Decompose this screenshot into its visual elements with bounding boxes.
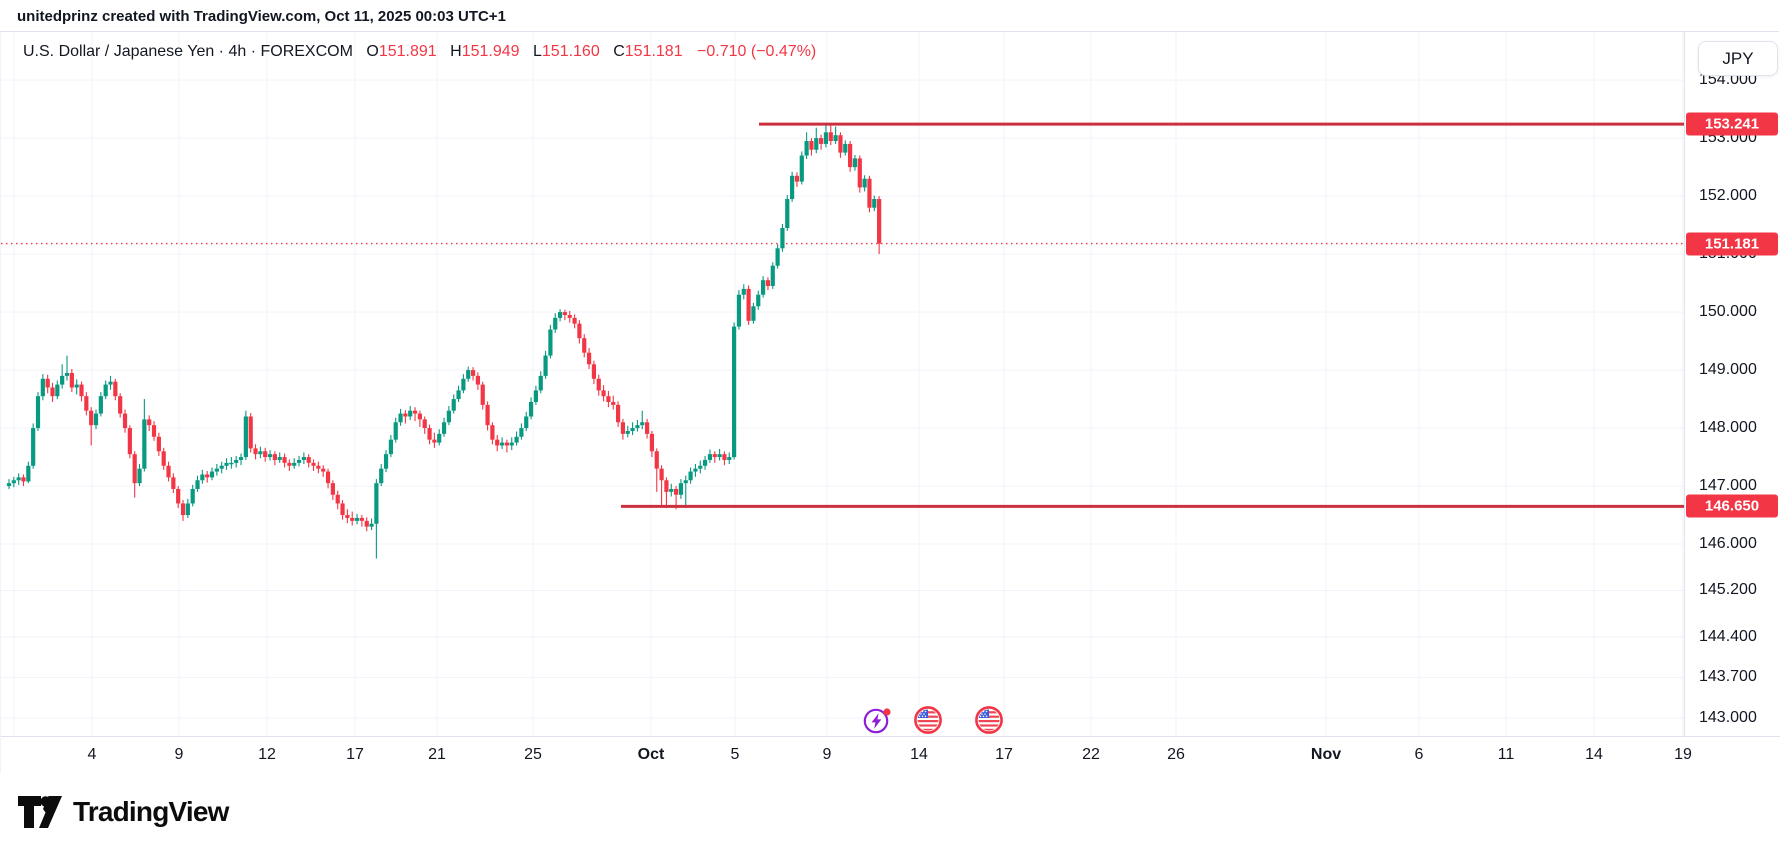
lightning-event-icon[interactable] xyxy=(862,705,892,735)
symbol-title: U.S. Dollar / Japanese Yen · 4h · FOREXC… xyxy=(23,43,353,60)
change-value: −0.710 (−0.47%) xyxy=(697,43,817,60)
time-axis-label: 14 xyxy=(1585,746,1603,763)
price-axis[interactable]: 154.000153.000152.000151.000150.000149.0… xyxy=(1684,32,1780,736)
price-axis-label: 143.000 xyxy=(1699,709,1757,727)
us-flag-event-icon[interactable] xyxy=(913,705,943,735)
time-axis-label: 17 xyxy=(995,746,1013,763)
time-axis-label: 12 xyxy=(258,746,276,763)
time-axis[interactable]: 4 9 12 17 21 25 Oct 5 9 14 17 22 26 Nov 6 11 14 19 xyxy=(1,736,1780,773)
time-axis-label: 4 xyxy=(87,746,97,763)
time-axis-label: 26 xyxy=(1167,746,1185,763)
price-axis-label: 147.000 xyxy=(1699,477,1757,495)
high-value: 151.949 xyxy=(461,43,520,60)
time-axis-label: 21 xyxy=(428,746,446,763)
currency-button[interactable]: JPY xyxy=(1698,41,1778,76)
high-label: H xyxy=(450,43,462,60)
close-label: C xyxy=(613,43,625,60)
price-line-label: 153.241 xyxy=(1686,112,1778,136)
time-axis-label: 17 xyxy=(346,746,364,763)
price-axis-label: 146.000 xyxy=(1699,535,1757,553)
time-axis-label: 9 xyxy=(822,746,832,763)
time-axis-label: 25 xyxy=(524,746,542,763)
low-label: L xyxy=(532,43,542,60)
close-value: 151.181 xyxy=(624,43,683,60)
candlestick-plot[interactable] xyxy=(1,32,1684,773)
tradingview-logo-icon xyxy=(18,796,62,828)
price-line-label: 146.650 xyxy=(1686,494,1778,518)
open-label: O xyxy=(366,43,379,60)
low-value: 151.160 xyxy=(541,43,600,60)
price-axis-label: 149.000 xyxy=(1699,361,1757,379)
time-axis-label: 19 xyxy=(1674,746,1692,763)
time-axis-label: 22 xyxy=(1082,746,1100,763)
price-axis-label: 144.400 xyxy=(1699,627,1757,645)
us-flag-event-icon[interactable] xyxy=(974,705,1004,735)
price-line-label: 151.181 xyxy=(1686,232,1778,256)
time-axis-label: Nov xyxy=(1310,746,1342,763)
price-axis-label: 145.200 xyxy=(1699,581,1757,599)
tradingview-logo[interactable]: TradingView xyxy=(17,795,229,829)
time-axis-label: Oct xyxy=(637,746,665,763)
price-axis-label: 148.000 xyxy=(1699,419,1757,437)
time-axis-label: 11 xyxy=(1497,746,1515,763)
chart-pane: U.S. Dollar / Japanese Yen · 4h · FOREXC… xyxy=(0,31,1780,773)
time-axis-label: 6 xyxy=(1414,746,1424,763)
time-axis-label: 14 xyxy=(910,746,928,763)
time-axis-label: 9 xyxy=(174,746,184,763)
open-value: 151.891 xyxy=(378,43,437,60)
price-axis-label: 150.000 xyxy=(1699,303,1757,321)
time-axis-label: 5 xyxy=(730,746,740,763)
attribution-text: unitedprinz created with TradingView.com… xyxy=(17,8,506,25)
symbol-header[interactable]: U.S. Dollar / Japanese Yen · 4h · FOREXC… xyxy=(23,43,816,61)
price-axis-label: 152.000 xyxy=(1699,187,1757,205)
price-axis-label: 143.700 xyxy=(1699,668,1757,686)
tradingview-logo-text: TradingView xyxy=(73,796,229,827)
